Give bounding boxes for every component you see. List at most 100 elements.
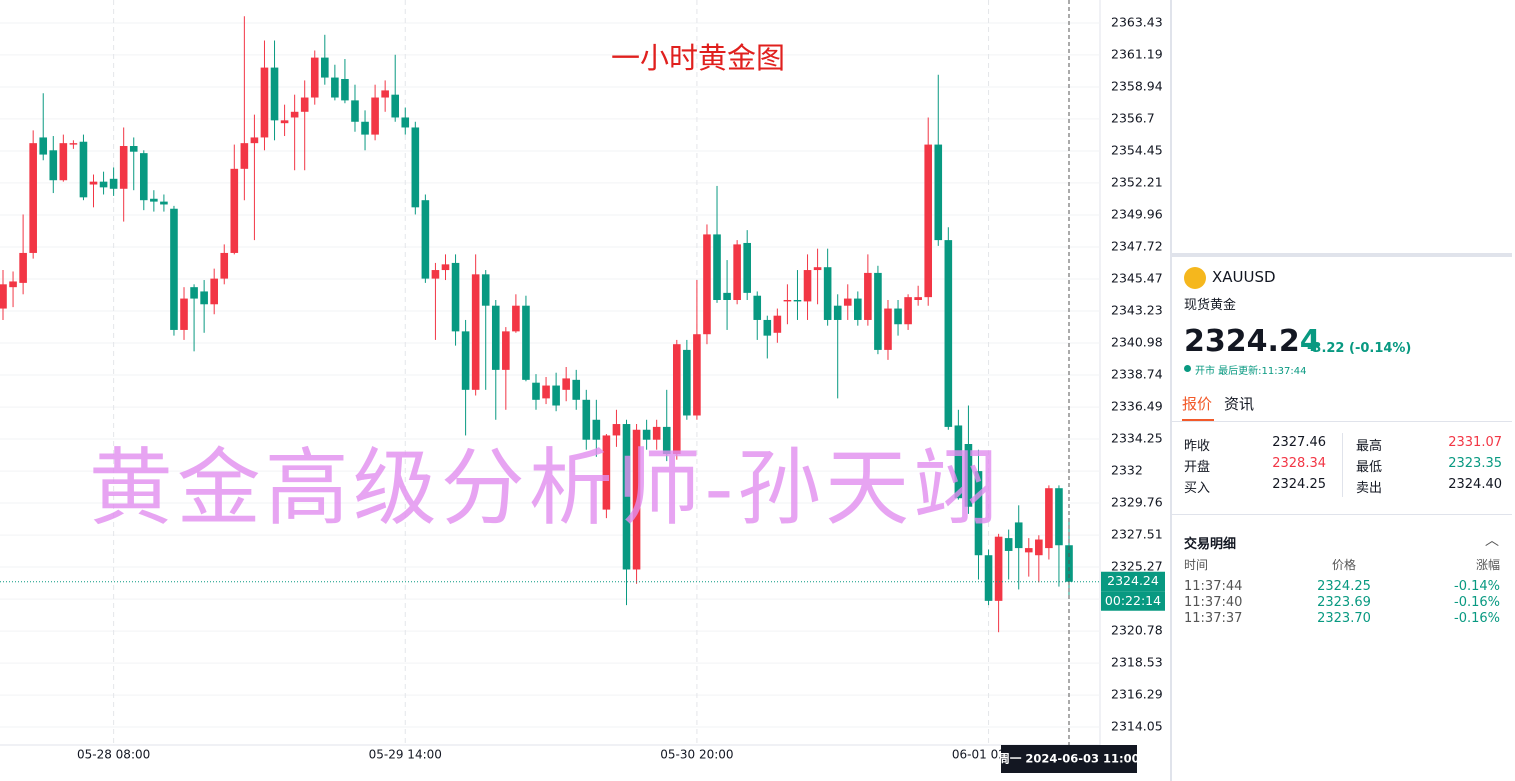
candle-body [1004, 538, 1013, 551]
candle-body [29, 143, 37, 253]
candle-body [441, 264, 450, 271]
quote-label: 卖出 [1356, 481, 1383, 496]
candle-body [89, 181, 98, 185]
candle-body [723, 292, 731, 300]
candle-body [632, 429, 641, 570]
candle-body [944, 240, 953, 427]
candle-body [170, 208, 178, 330]
trade-time: 11:37:44 [1184, 579, 1243, 594]
y-tick-label: 2363.43 [1111, 14, 1163, 29]
candle-body [894, 308, 902, 325]
candle-body [200, 291, 208, 305]
candle-body [471, 274, 480, 390]
y-tick-label: 2325.27 [1111, 559, 1163, 574]
candle-body [823, 267, 832, 320]
candle-body [119, 146, 128, 189]
candle-body [270, 67, 279, 121]
symbol[interactable]: XAUUSD [1212, 268, 1276, 286]
candle-body [491, 305, 500, 370]
candle-body [351, 100, 359, 122]
quote-value: 2324.25 [1272, 477, 1326, 492]
trade-row: 11:37:37 2323.70 -0.16% [1184, 611, 1500, 627]
y-tick-label: 2316.29 [1111, 687, 1163, 702]
candle-body [854, 298, 862, 320]
candle-body [502, 331, 510, 370]
candle-body [803, 270, 812, 302]
candle-body [381, 90, 389, 98]
trade-change: -0.14% [1454, 579, 1500, 594]
y-tick-label: 2314.05 [1111, 719, 1163, 734]
candle-body [954, 425, 963, 499]
candle-body [582, 399, 591, 440]
candle-body [280, 120, 289, 124]
candle-body [220, 252, 229, 279]
quote-value: 2323.35 [1448, 456, 1502, 471]
candle-body [622, 424, 631, 570]
divider [1342, 433, 1343, 497]
trade-change: -0.16% [1454, 595, 1500, 610]
quote-value: 2331.07 [1448, 435, 1502, 450]
trades-header-cell: 价格 [1331, 558, 1356, 572]
price-change: -3.22 (-0.14%) [1307, 341, 1412, 356]
candle-body [874, 272, 882, 350]
y-tick-label: 2340.98 [1111, 335, 1163, 350]
trades-header-cell: 涨幅 [1475, 558, 1500, 572]
candle-body [230, 168, 239, 253]
countdown: 00:22:14 [1105, 593, 1161, 608]
candle-body [150, 198, 158, 202]
divider [1172, 421, 1512, 422]
candle-body [652, 426, 661, 440]
candle-body [994, 536, 1003, 601]
candle-body [160, 201, 168, 205]
candle-body [310, 57, 319, 98]
crosshair-tag [1001, 745, 1137, 773]
candle-body [451, 262, 460, 332]
y-tick-label: 2338.74 [1111, 366, 1163, 381]
candle-body [9, 281, 17, 288]
trade-time: 11:37:37 [1184, 611, 1243, 626]
candle-body [693, 334, 701, 416]
candle-body [572, 379, 581, 400]
quote-label: 昨收 [1184, 439, 1211, 454]
y-tick-label: 2332 [1111, 463, 1143, 478]
y-tick-label: 2320.78 [1111, 623, 1163, 638]
quote-value: 2327.46 [1272, 435, 1326, 450]
candle-body [703, 234, 711, 335]
candle-body [683, 349, 691, 416]
candle-body [1055, 488, 1063, 546]
candle-body [260, 67, 269, 138]
y-tick-label: 2318.53 [1111, 655, 1163, 670]
candle-body [1024, 548, 1033, 553]
quote-row: 买入 2324.25 卖出 2324.40 [1184, 477, 1504, 499]
candle-body [431, 270, 440, 279]
trade-price: 2324.25 [1317, 579, 1371, 594]
divider [1172, 514, 1512, 515]
quote-value: 2324.40 [1448, 477, 1502, 492]
candle-body [773, 315, 782, 333]
candle-body [361, 121, 369, 135]
y-tick-label: 2349.96 [1111, 207, 1163, 222]
candle-body [139, 153, 148, 201]
trades-header-cell: 时间 [1184, 558, 1209, 572]
tab[interactable]: 报价 [1182, 395, 1213, 413]
quote-value: 2328.34 [1272, 456, 1326, 471]
x-tick-label: 05-28 08:00 [77, 748, 150, 762]
tab[interactable]: 资讯 [1224, 395, 1255, 413]
y-tick-label: 2334.25 [1111, 431, 1163, 446]
candle-body [592, 419, 601, 440]
candle-body [612, 424, 621, 436]
candle-body [522, 305, 530, 380]
candle-body [39, 137, 48, 155]
candle-body [321, 57, 329, 78]
quote-row: 开盘 2328.34 最低 2323.35 [1184, 456, 1504, 478]
y-tick-label: 2329.76 [1111, 495, 1163, 510]
candle-body [884, 308, 892, 350]
candle-body [481, 274, 490, 306]
chart-title: 一小时黄金图 [611, 41, 785, 75]
candle-body [843, 298, 852, 306]
collapse-icon[interactable]: ︿ [1485, 533, 1499, 549]
candle-body [934, 144, 943, 241]
candle-body [672, 344, 681, 454]
candle-body [964, 444, 973, 507]
candle-body [290, 111, 299, 118]
